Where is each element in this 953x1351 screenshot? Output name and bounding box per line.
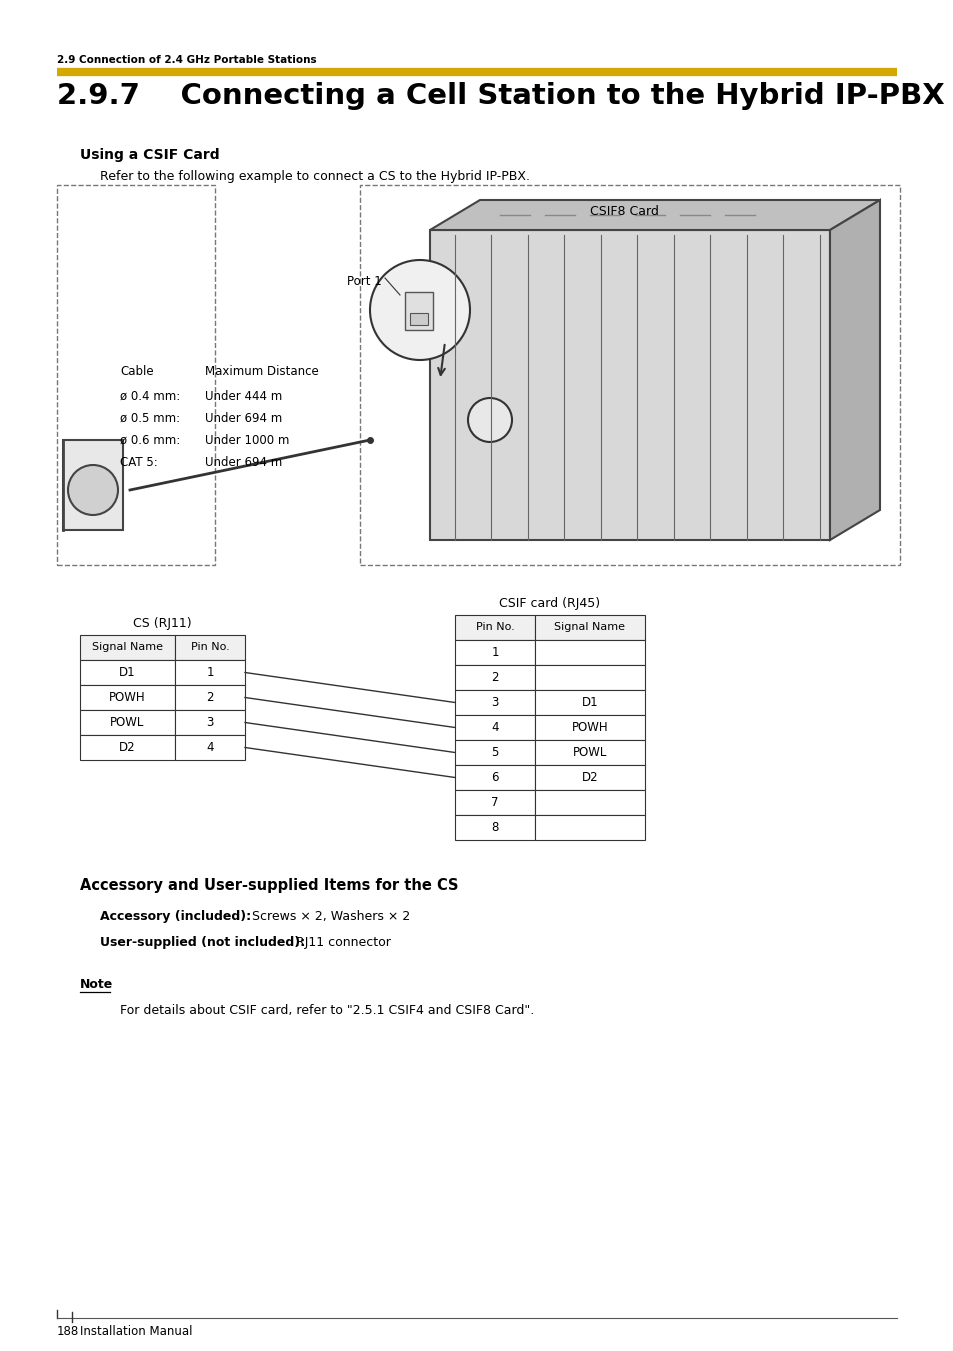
Text: 188: 188: [57, 1325, 79, 1337]
Text: ø 0.6 mm:: ø 0.6 mm:: [120, 434, 180, 447]
Bar: [405, 292, 433, 330]
Text: 3: 3: [206, 716, 213, 730]
Bar: [80, 661, 174, 685]
Bar: [535, 690, 644, 715]
Text: Pin No.: Pin No.: [476, 623, 514, 632]
Polygon shape: [430, 200, 879, 230]
Bar: [174, 711, 245, 735]
Text: Screws × 2, Washers × 2: Screws × 2, Washers × 2: [248, 911, 410, 923]
Text: 2: 2: [491, 671, 498, 684]
Text: D2: D2: [581, 771, 598, 784]
Text: Refer to the following example to connect a CS to the Hybrid IP-PBX.: Refer to the following example to connec…: [100, 170, 530, 182]
Text: 7: 7: [491, 796, 498, 809]
Bar: [174, 661, 245, 685]
Bar: [410, 313, 428, 326]
Text: CSIF8 Card: CSIF8 Card: [589, 205, 659, 218]
Text: Installation Manual: Installation Manual: [80, 1325, 193, 1337]
Text: POWL: POWL: [572, 746, 606, 759]
Text: Using a CSIF Card: Using a CSIF Card: [80, 149, 219, 162]
Bar: [57, 185, 214, 565]
Text: Note: Note: [80, 978, 113, 992]
Text: ø 0.5 mm:: ø 0.5 mm:: [120, 412, 180, 426]
Bar: [430, 230, 829, 540]
Text: Maximum Distance: Maximum Distance: [205, 365, 318, 378]
Bar: [63, 440, 123, 530]
Text: 1: 1: [206, 666, 213, 680]
Text: D2: D2: [119, 740, 135, 754]
Text: Pin No.: Pin No.: [191, 643, 229, 653]
Text: POWL: POWL: [111, 716, 145, 730]
Polygon shape: [829, 200, 879, 540]
Text: 6: 6: [491, 771, 498, 784]
Text: Under 444 m: Under 444 m: [205, 390, 282, 403]
Text: Signal Name: Signal Name: [91, 643, 163, 653]
Bar: [455, 615, 535, 640]
Text: CAT 5:: CAT 5:: [120, 457, 157, 469]
Text: CS (RJ11): CS (RJ11): [133, 617, 192, 630]
Bar: [535, 815, 644, 840]
Text: 8: 8: [491, 821, 498, 834]
Bar: [455, 765, 535, 790]
Text: D1: D1: [119, 666, 135, 680]
Text: RJ11 connector: RJ11 connector: [292, 936, 391, 948]
Bar: [535, 765, 644, 790]
Text: 2.9.7    Connecting a Cell Station to the Hybrid IP-PBX: 2.9.7 Connecting a Cell Station to the H…: [57, 82, 943, 109]
Bar: [455, 815, 535, 840]
Text: POWH: POWH: [571, 721, 608, 734]
Text: Signal Name: Signal Name: [554, 623, 625, 632]
Text: 2: 2: [206, 690, 213, 704]
Bar: [455, 740, 535, 765]
Bar: [535, 615, 644, 640]
Bar: [455, 640, 535, 665]
Text: D1: D1: [581, 696, 598, 709]
Bar: [359, 185, 899, 565]
Text: 4: 4: [206, 740, 213, 754]
Bar: [80, 685, 174, 711]
Bar: [455, 690, 535, 715]
Text: 1: 1: [491, 646, 498, 659]
Bar: [455, 715, 535, 740]
Bar: [174, 685, 245, 711]
Bar: [174, 735, 245, 761]
Bar: [80, 635, 174, 661]
Bar: [535, 715, 644, 740]
Text: 4: 4: [491, 721, 498, 734]
Text: Accessory (included):: Accessory (included):: [100, 911, 251, 923]
Circle shape: [468, 399, 512, 442]
Text: 5: 5: [491, 746, 498, 759]
Bar: [80, 735, 174, 761]
Bar: [535, 665, 644, 690]
Text: Cable: Cable: [120, 365, 153, 378]
Text: 3: 3: [491, 696, 498, 709]
Text: ø 0.4 mm:: ø 0.4 mm:: [120, 390, 180, 403]
Bar: [174, 635, 245, 661]
Text: For details about CSIF card, refer to "2.5.1 CSIF4 and CSIF8 Card".: For details about CSIF card, refer to "2…: [120, 1004, 534, 1017]
Bar: [535, 640, 644, 665]
Bar: [455, 665, 535, 690]
Circle shape: [68, 465, 118, 515]
Text: CSIF card (RJ45): CSIF card (RJ45): [499, 597, 600, 611]
Text: 2.9 Connection of 2.4 GHz Portable Stations: 2.9 Connection of 2.4 GHz Portable Stati…: [57, 55, 316, 65]
Bar: [80, 711, 174, 735]
Bar: [535, 740, 644, 765]
Text: Accessory and User-supplied Items for the CS: Accessory and User-supplied Items for th…: [80, 878, 458, 893]
Bar: [455, 790, 535, 815]
Text: User-supplied (not included):: User-supplied (not included):: [100, 936, 305, 948]
Bar: [535, 790, 644, 815]
Circle shape: [370, 259, 470, 359]
Text: Under 694 m: Under 694 m: [205, 457, 282, 469]
Text: Port 1: Port 1: [347, 276, 381, 288]
Text: Under 1000 m: Under 1000 m: [205, 434, 289, 447]
Text: POWH: POWH: [109, 690, 146, 704]
Text: Under 694 m: Under 694 m: [205, 412, 282, 426]
